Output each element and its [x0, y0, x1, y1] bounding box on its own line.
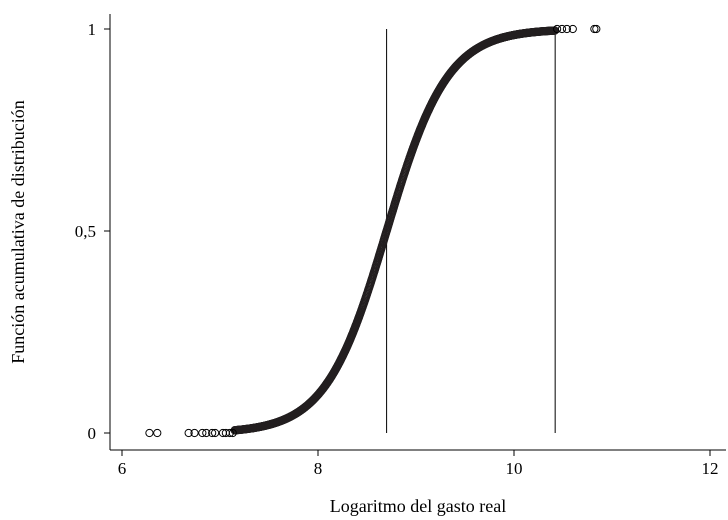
- data-point: [562, 24, 572, 34]
- data-point: [553, 24, 562, 34]
- data-point: [153, 428, 162, 438]
- axes: [109, 14, 726, 451]
- data-point: [198, 428, 207, 438]
- data-point: [190, 428, 199, 438]
- data-point: [568, 24, 577, 34]
- x-tick-label: 12: [702, 459, 719, 478]
- x-tick-label: 10: [506, 459, 523, 478]
- data-point: [202, 428, 211, 438]
- x-axis-title: Logaritmo del gasto real: [330, 496, 506, 516]
- x-tick-label: 8: [314, 459, 323, 478]
- data-point: [592, 24, 601, 34]
- data-point: [184, 428, 193, 438]
- y-tick-label: 0,5: [75, 222, 96, 241]
- x-tick-label: 6: [118, 459, 127, 478]
- data-point: [208, 428, 217, 438]
- reference-lines: [386, 29, 556, 433]
- data-point: [557, 24, 567, 34]
- y-axis-title: Función acumulativa de distribución: [8, 100, 28, 363]
- y-tick-label: 1: [88, 20, 97, 39]
- outlier-points: [145, 24, 601, 438]
- data-point: [228, 428, 237, 438]
- data-point: [225, 428, 234, 438]
- data-point: [211, 428, 220, 438]
- data-point: [145, 428, 154, 438]
- cdf-curve: [230, 26, 560, 435]
- y-tick-label: 0: [88, 424, 97, 443]
- ticks: 6 8 10 12 0 0,5 1: [75, 20, 719, 478]
